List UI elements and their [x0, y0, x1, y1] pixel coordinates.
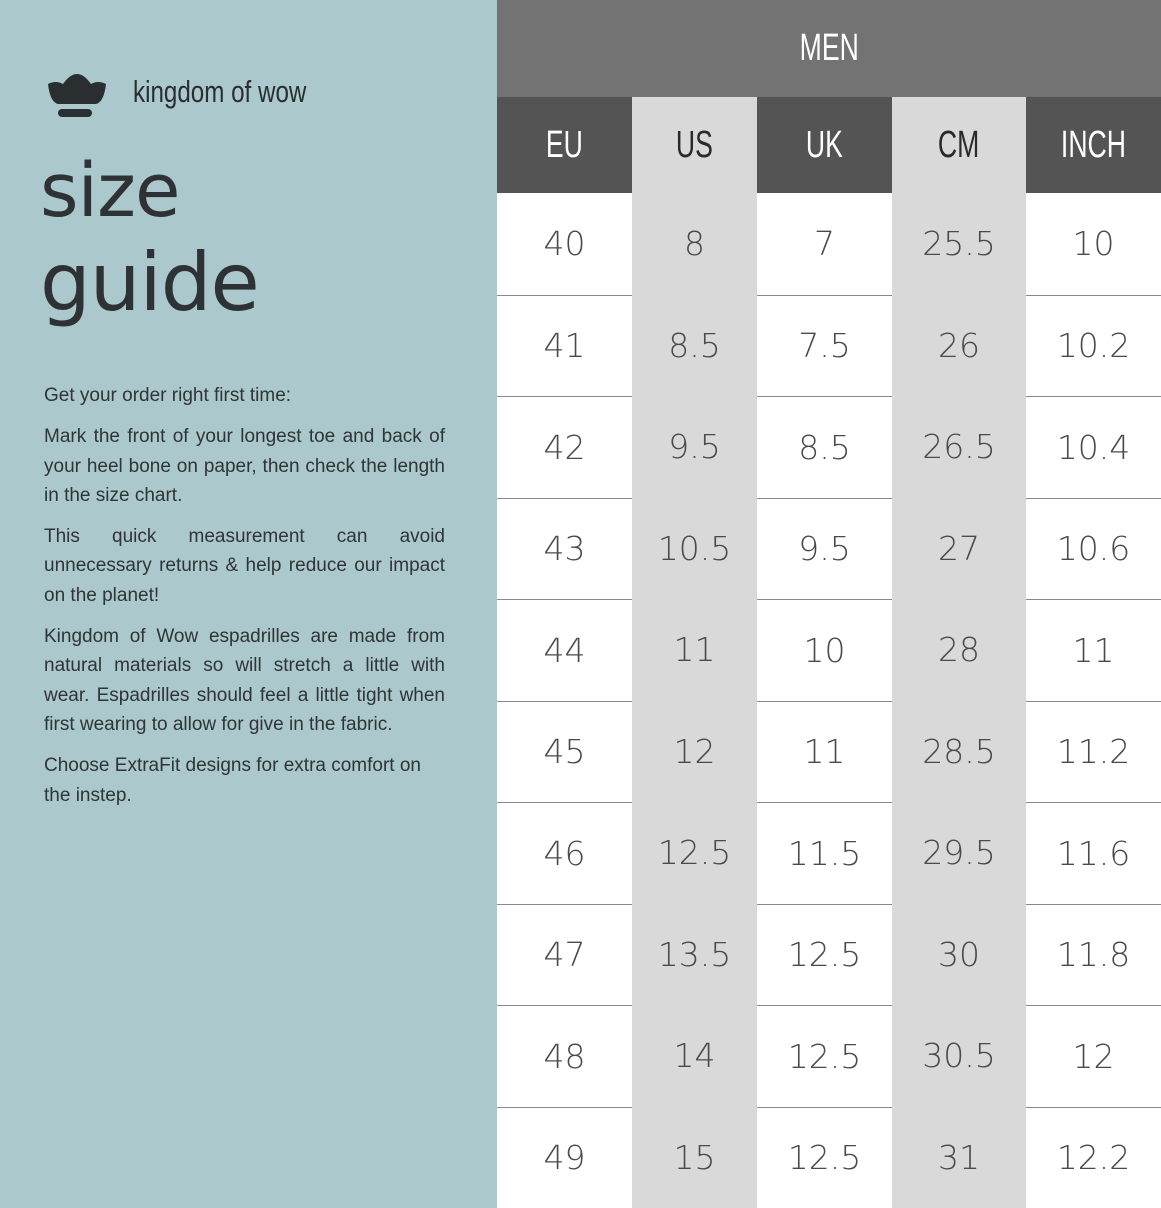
column-header: EU — [497, 97, 632, 193]
table-cell: 31 — [938, 1137, 980, 1177]
column-us: US 8 8.5 9.5 10.5 11 12 12.5 13.5 14 15 — [632, 97, 757, 1208]
table-cell: 12.5 — [757, 903, 892, 1006]
table-cell: 49 — [497, 1106, 632, 1208]
table-cell: 48 — [497, 1005, 632, 1107]
info-panel: kingdom of wow size guide Get your order… — [0, 0, 497, 1208]
table-cell: 12.5 — [757, 1005, 892, 1107]
table-cell: 11 — [757, 700, 892, 803]
table-cell: 11 — [1026, 599, 1161, 701]
column-header-text: UK — [806, 123, 843, 166]
table-cell: 12.5 — [757, 1106, 892, 1208]
table-cell: 11 — [673, 630, 716, 670]
table-cell: 8.5 — [757, 396, 892, 498]
table-cell: 45 — [497, 700, 632, 803]
table-cell: 12 — [1026, 1005, 1161, 1107]
table-cell: 9.5 — [668, 427, 721, 467]
table-cell: 30 — [938, 934, 980, 974]
table-cell: 11.6 — [1026, 802, 1161, 904]
column-cm: CM 25.5 26 26.5 27 28 28.5 29.5 30 30.5 31 — [892, 97, 1026, 1208]
column-uk: UK 7 7.5 8.5 9.5 10 11 11.5 12.5 12.5 12.5 — [757, 97, 892, 1208]
table-title: MEN — [497, 0, 1161, 97]
table-cell: 12 — [673, 731, 716, 771]
paragraph: Kingdom of Wow espadrilles are made from… — [44, 626, 445, 735]
table-cell: 41 — [497, 294, 632, 397]
column-header-text: US — [676, 123, 713, 166]
title-line-1: size — [40, 148, 180, 234]
table-cell: 28 — [938, 630, 980, 670]
table-cell: 12.2 — [1026, 1106, 1161, 1208]
table-cell: 12.5 — [657, 833, 732, 873]
table-cell: 44 — [497, 599, 632, 701]
column-header-text: CM — [938, 123, 980, 166]
brand-name: kingdom of wow — [133, 74, 307, 109]
column-header-text: INCH — [1060, 123, 1127, 166]
table-cell: 29.5 — [922, 833, 996, 873]
paragraph: This quick measurement can avoid unneces… — [44, 526, 445, 606]
column-header: UK — [757, 97, 892, 193]
table-cell: 47 — [497, 903, 632, 1006]
table-cell: 10 — [757, 599, 892, 701]
column-eu: EU 40 41 42 43 44 45 46 47 48 49 — [497, 97, 632, 1208]
table-cell: 13.5 — [657, 934, 732, 974]
table-cell: 11.2 — [1026, 700, 1161, 803]
table-cell: 26.5 — [922, 427, 996, 467]
table-cell: 8.5 — [668, 325, 721, 365]
table-cell: 10.5 — [657, 528, 732, 568]
table-cell: 10.2 — [1026, 294, 1161, 397]
title-line-2: guide — [40, 236, 260, 329]
table-cell: 28.5 — [922, 731, 996, 771]
table-cell: 14 — [673, 1036, 716, 1076]
column-header: INCH — [1026, 97, 1161, 193]
table-cell: 10.4 — [1026, 396, 1161, 498]
table-cell: 30.5 — [922, 1036, 996, 1076]
paragraph: Get your order right first time: — [44, 385, 292, 406]
instructions: Get your order right first time: Mark th… — [44, 381, 445, 822]
table-title-text: MEN — [799, 27, 859, 69]
table-cell: 40 — [543, 224, 586, 264]
column-header-text: EU — [546, 123, 583, 166]
table-cell: 7 — [814, 224, 835, 264]
table-cell: 7.5 — [757, 294, 892, 397]
table-cell: 15 — [673, 1137, 716, 1177]
column-header: US — [632, 97, 757, 193]
table-cell: 26 — [938, 325, 980, 365]
size-table: MEN EU 40 41 42 43 44 45 46 47 48 49 US 8 8.5 9.5 10.5 1… — [497, 0, 1161, 1208]
table-cell: 10 — [1072, 224, 1115, 264]
table-cell: 46 — [497, 802, 632, 904]
crown-icon — [48, 74, 106, 117]
table-cell: 11.8 — [1026, 903, 1161, 1006]
table-cell: 8 — [684, 224, 705, 264]
paragraph: Mark the front of your longest toe and b… — [44, 426, 445, 506]
table-cell: 10.6 — [1026, 497, 1161, 600]
table-cell: 27 — [938, 528, 980, 568]
table-cell: 25.5 — [922, 224, 996, 264]
table-cell: 42 — [497, 396, 632, 498]
table-cell: 9.5 — [757, 497, 892, 600]
column-header: CM — [892, 97, 1026, 193]
table-cell: 11.5 — [757, 802, 892, 904]
paragraph: Choose ExtraFit designs for extra comfor… — [44, 755, 421, 806]
table-columns: EU 40 41 42 43 44 45 46 47 48 49 US 8 8.5 9.5 10.5 11 12 1… — [497, 97, 1161, 1208]
table-cell: 43 — [497, 497, 632, 600]
column-inch: INCH 10 10.2 10.4 10.6 11 11.2 11.6 11.8 12 12.2 — [1026, 97, 1161, 1208]
